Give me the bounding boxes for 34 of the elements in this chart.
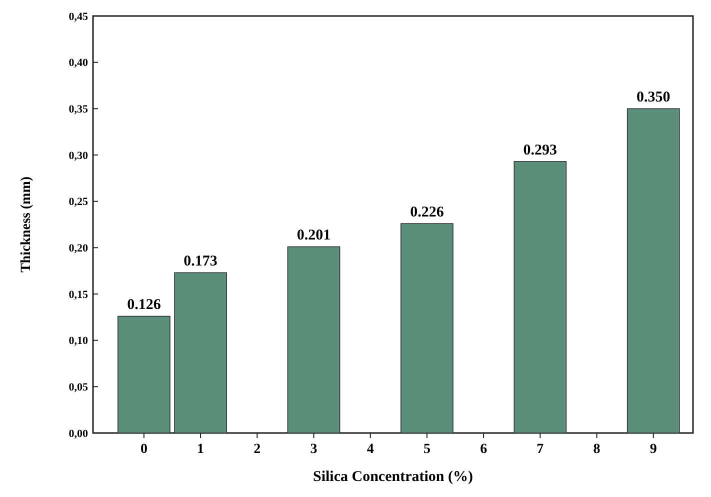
x-tick-label: 5 — [423, 442, 430, 457]
bar — [174, 272, 227, 434]
bar — [118, 316, 170, 434]
y-tick-label: 0,00 — [68, 428, 88, 440]
data-label: 0.126 — [127, 297, 162, 314]
data-label: 0.226 — [410, 204, 444, 221]
y-tick-label: 0,05 — [68, 382, 88, 394]
bar — [514, 161, 567, 434]
x-tick-label: 9 — [650, 442, 657, 457]
y-tick-label: 0,35 — [68, 104, 88, 116]
x-tick-label: 6 — [480, 442, 488, 457]
y-tick-label: 0,15 — [68, 288, 88, 301]
y-tick-label: 0,25 — [68, 196, 88, 208]
data-label: 0.201 — [296, 228, 331, 244]
x-tick-label: 8 — [593, 442, 600, 457]
x-tick-label: 4 — [366, 442, 374, 457]
data-label: 0.293 — [523, 142, 558, 158]
y-tick-label: 0,30 — [68, 150, 88, 162]
bar — [626, 108, 680, 434]
data-label: 0.173 — [184, 254, 218, 270]
x-tick-label: 0 — [140, 442, 148, 457]
x-tick-label: 2 — [254, 442, 261, 457]
bar — [400, 223, 454, 434]
y-axis-title: Thickness (mm) — [19, 176, 34, 273]
x-tick-label: 7 — [536, 442, 544, 457]
y-tick-label: 0,10 — [68, 335, 88, 348]
x-tick-label: 1 — [197, 442, 204, 457]
y-tick-label: 0,40 — [68, 57, 88, 70]
y-tick-label: 0,20 — [68, 242, 88, 255]
x-tick-label: 3 — [310, 442, 318, 457]
y-tick-label: 0,45 — [68, 10, 88, 23]
x-axis-title: Silica Concentration (%) — [313, 469, 473, 485]
bar — [287, 246, 340, 434]
data-label: 0.350 — [636, 90, 670, 106]
